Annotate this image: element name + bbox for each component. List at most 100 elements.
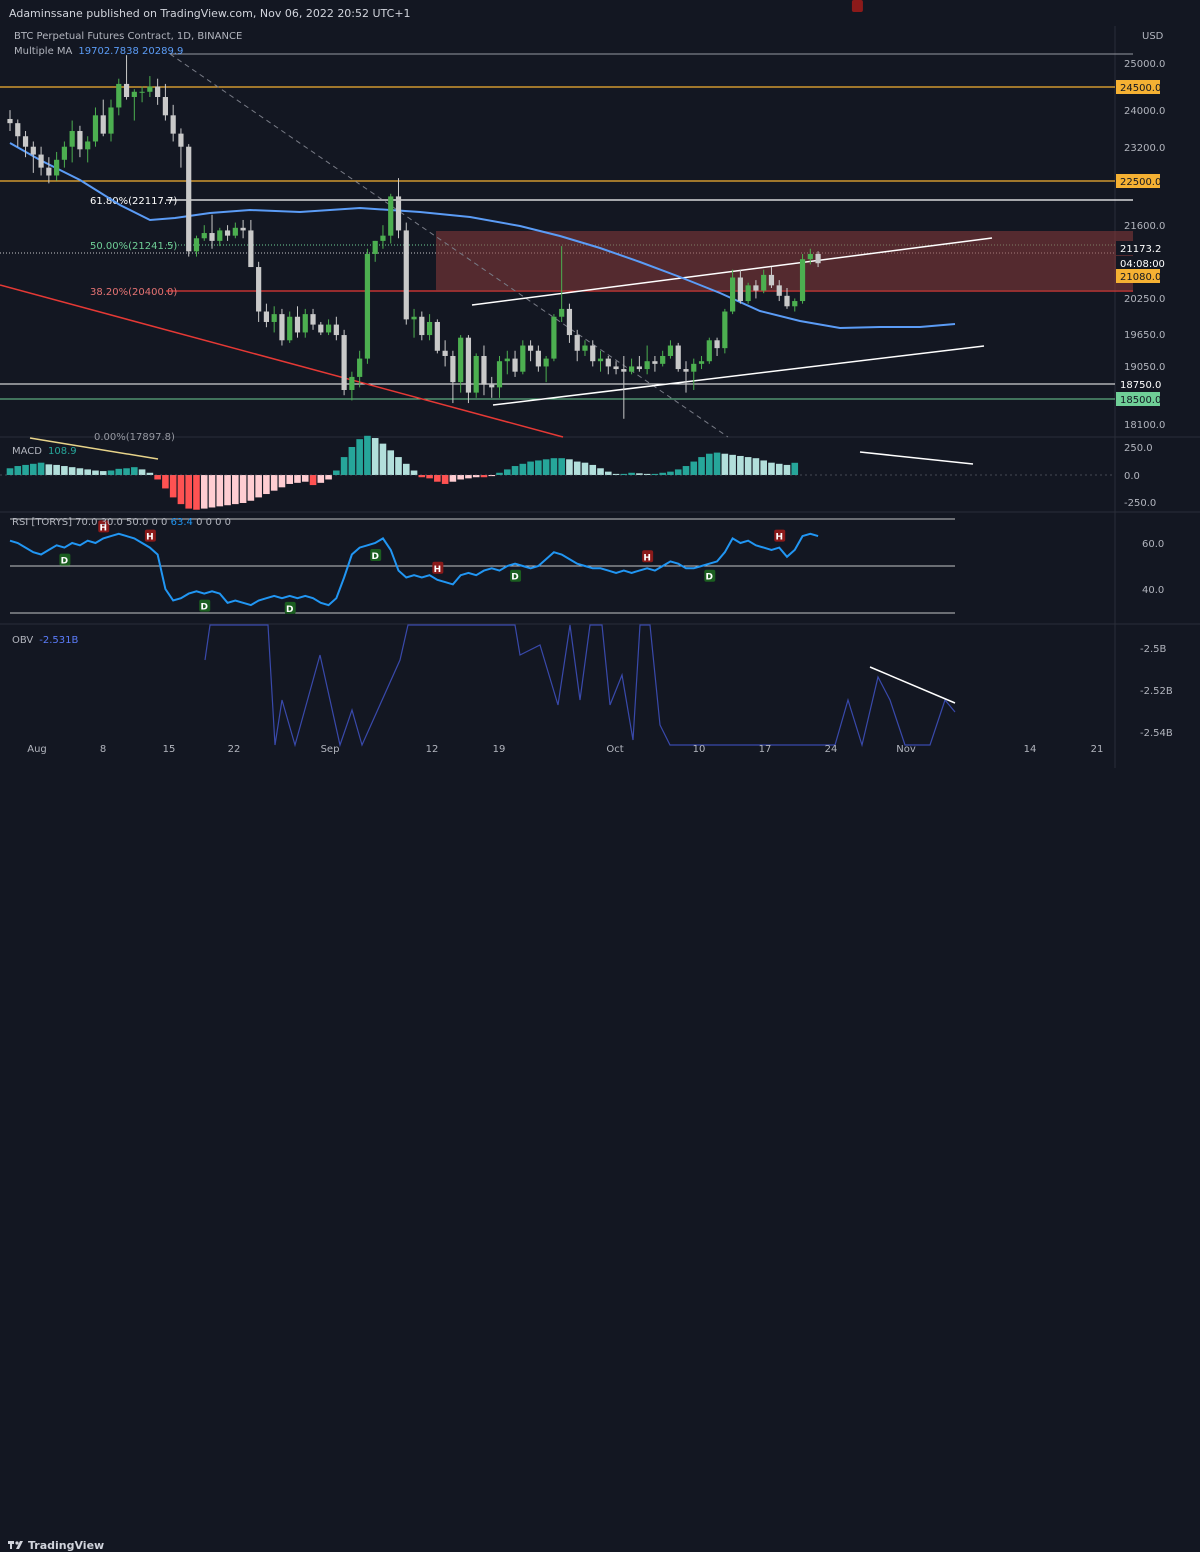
rsi-legend[interactable]: RSI [TORYS] 70.0 30.0 50.0 0 0 63.4 0 0 … — [12, 517, 231, 528]
candle — [287, 311, 293, 343]
macd-histogram-bar — [99, 471, 107, 475]
rsi-divergence-marker-text: D — [511, 573, 518, 583]
candle-body — [201, 233, 207, 239]
macd-histogram-bar — [317, 475, 325, 483]
candle — [434, 319, 440, 354]
macd-histogram-bar — [527, 461, 534, 475]
price-badge-text: 04:08:00 — [1120, 259, 1165, 270]
macd-histogram-bar — [138, 469, 146, 475]
macd-histogram-bar — [465, 475, 472, 479]
moving-average-legend[interactable]: Multiple MA 19702.7838 20289.9 — [14, 46, 183, 57]
macd-histogram-bar — [558, 458, 565, 475]
macd-histogram-bar — [737, 455, 744, 475]
obv-pane — [204, 624, 956, 748]
obv-label: OBV — [12, 635, 34, 646]
macd-histogram-bar — [706, 453, 713, 475]
macd-histogram-bar — [185, 475, 193, 509]
price-badge: 21173.2 — [1116, 241, 1161, 255]
candle-body — [139, 91, 145, 93]
macd-histogram-bar — [768, 462, 775, 475]
price-tick-label: 20250.0 — [1124, 294, 1165, 305]
candle-body — [675, 345, 681, 370]
macd-histogram-bar — [651, 473, 659, 475]
rsi-tick-label: 60.0 — [1142, 539, 1164, 550]
candle-body — [714, 340, 720, 349]
candle-body — [652, 361, 658, 364]
tradingview-brand[interactable]: TradingView — [28, 1539, 105, 1552]
candle — [426, 314, 433, 341]
rsi-line — [9, 532, 819, 607]
price-badge-text: 21173.2 — [1120, 244, 1161, 255]
candle — [753, 280, 759, 299]
candle — [349, 371, 355, 401]
price-badge-bg — [1116, 241, 1160, 255]
macd-histogram-bar — [721, 453, 729, 475]
candle — [30, 141, 36, 173]
candle — [527, 340, 534, 362]
candle — [201, 225, 207, 241]
candle-body — [287, 316, 293, 341]
candle — [333, 316, 339, 341]
rsi-high-marker-text: H — [643, 553, 651, 563]
candle-body — [209, 233, 215, 241]
rsi-high-marker: H — [774, 529, 786, 543]
candle — [730, 269, 736, 315]
macd-histogram-bar — [791, 462, 799, 475]
rsi-high-marker: H — [851, 0, 863, 12]
candle — [551, 314, 557, 362]
macd-histogram-bar — [659, 472, 666, 475]
candle — [504, 350, 510, 375]
candle — [54, 151, 60, 181]
macd-histogram-bar — [263, 475, 270, 495]
candle-body — [123, 83, 130, 98]
macd-histogram-bar — [200, 475, 208, 509]
candle-body — [147, 86, 153, 92]
candle-body — [217, 230, 223, 241]
candle-body — [419, 316, 425, 336]
candle — [660, 350, 666, 367]
macd-histogram-bar — [68, 467, 76, 475]
time-axis-label: 22 — [228, 744, 241, 755]
candle — [147, 76, 153, 98]
rsi-divergence-marker-bg — [510, 569, 522, 582]
candle — [652, 355, 658, 372]
rsi-high-marker-text: H — [99, 523, 107, 533]
rsi-value: 63.4 — [170, 517, 193, 528]
candle-body — [155, 86, 161, 98]
rsi-high-marker-text: H — [146, 533, 154, 543]
candle-body — [458, 337, 464, 383]
candle — [232, 222, 238, 239]
macd-histogram-bar — [208, 475, 216, 508]
candle-body — [333, 324, 339, 336]
top-bar: Adaminssane published on TradingView.com… — [0, 0, 1200, 26]
candle — [667, 340, 674, 359]
candle — [395, 178, 402, 239]
candle-body — [178, 133, 184, 147]
candle-body — [807, 253, 813, 260]
obv-legend[interactable]: OBV -2.531B — [12, 635, 78, 646]
candle — [520, 340, 526, 375]
chart-canvas[interactable]: 61.80%(22117.7) 50.00%(21241.5) 38.20%(204… — [0, 0, 1200, 792]
candle — [714, 337, 720, 356]
macd-histogram-bar — [131, 467, 138, 475]
candle-body — [450, 355, 456, 383]
price-badge: 22500.0 — [1116, 174, 1161, 188]
candle-body — [442, 350, 448, 356]
price-pane: 61.80%(22117.7) 50.00%(21241.5) 38.20%(204… — [0, 53, 1133, 443]
macd-histogram-bar — [535, 460, 542, 475]
price-tick-label: 19050.0 — [1124, 362, 1165, 373]
macd-legend[interactable]: MACD 108.9 — [12, 446, 77, 457]
time-axis-label: 12 — [426, 744, 439, 755]
candle-body — [108, 107, 114, 134]
macd-histogram-bar — [255, 475, 262, 498]
symbol-title[interactable]: BTC Perpetual Futures Contract, 1D, BINA… — [14, 31, 243, 42]
rsi-divergence-marker: D — [510, 569, 522, 583]
candle — [100, 99, 106, 137]
macd-tick-label: 0.0 — [1124, 471, 1140, 482]
candle — [170, 104, 176, 142]
candle — [465, 335, 472, 404]
candle — [162, 83, 168, 121]
macd-value: 108.9 — [47, 446, 77, 457]
candle-body — [318, 324, 324, 333]
candle — [7, 110, 13, 132]
